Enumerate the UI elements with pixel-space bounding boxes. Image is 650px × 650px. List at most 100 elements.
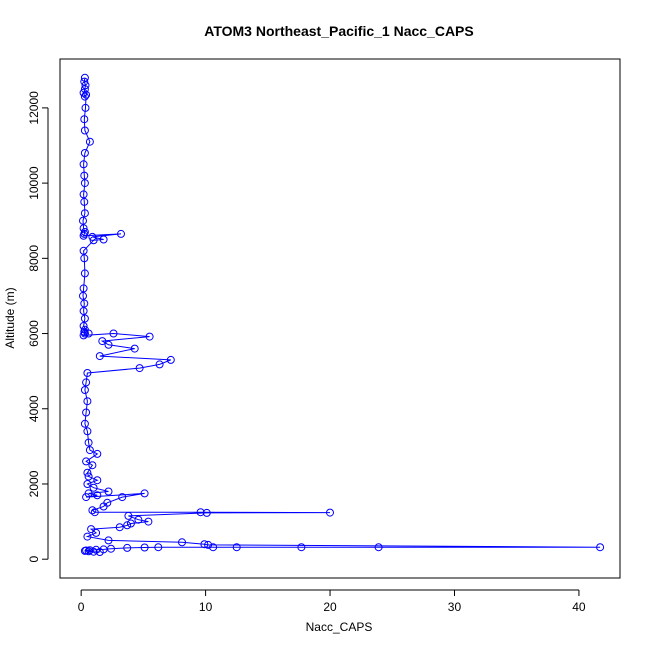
data-point <box>297 543 306 552</box>
data-point <box>83 369 92 377</box>
data-point <box>154 543 163 552</box>
y-tick-label: 8000 <box>27 245 41 272</box>
y-tick-label: 4000 <box>27 395 41 422</box>
data-point <box>82 493 91 502</box>
data-point <box>80 419 89 428</box>
data-point <box>80 314 89 323</box>
data-point <box>98 337 107 346</box>
data-point <box>104 487 113 496</box>
y-tick-label: 10000 <box>27 166 41 200</box>
data-point <box>109 329 118 338</box>
data-point <box>80 126 89 135</box>
data-point <box>82 457 91 466</box>
data-point <box>82 90 91 99</box>
data-point <box>99 235 108 244</box>
data-point <box>80 171 89 180</box>
data-point <box>200 540 209 549</box>
data-point <box>83 427 92 436</box>
data-point <box>79 307 88 315</box>
data-point <box>83 480 92 488</box>
data-point <box>95 352 104 361</box>
data-point <box>209 543 218 552</box>
data-point <box>155 360 164 369</box>
data-point <box>79 190 88 199</box>
data-point <box>83 532 92 541</box>
y-tick-label: 0 <box>27 556 41 563</box>
data-point <box>88 506 97 515</box>
data-point <box>130 344 139 353</box>
x-tick-label: 40 <box>572 600 586 614</box>
data-point <box>81 81 90 90</box>
chart-title: ATOM3 Northeast_Pacific_1 Nacc_CAPS <box>204 23 473 39</box>
y-tick-label: 6000 <box>27 320 41 347</box>
data-point <box>79 231 88 240</box>
data-point <box>80 329 89 338</box>
data-point <box>85 137 94 146</box>
data-point <box>145 332 154 341</box>
data-point <box>115 523 124 532</box>
data-point <box>93 476 102 485</box>
data-point <box>80 546 89 555</box>
data-point <box>80 386 89 394</box>
data-point <box>88 461 97 470</box>
data-point <box>204 540 213 549</box>
y-tick-label: 12000 <box>27 91 41 125</box>
data-point <box>80 73 89 82</box>
data-point <box>84 438 93 447</box>
data-point <box>79 322 88 330</box>
data-point <box>85 446 94 455</box>
data-point <box>95 548 104 556</box>
y-axis-label: Altitude (m) <box>3 287 17 348</box>
x-tick-label: 20 <box>323 600 337 614</box>
data-point <box>123 521 132 530</box>
data-point <box>80 92 89 101</box>
data-point <box>144 517 153 526</box>
data-point <box>90 508 99 517</box>
data-point <box>80 77 89 86</box>
y-axis: 0 2000 4000 6000 8000 10000 12000 <box>27 91 49 563</box>
data-point <box>140 543 149 552</box>
data-point <box>79 291 87 300</box>
data-point <box>93 449 102 458</box>
data-point <box>126 519 135 528</box>
data-point <box>89 547 98 556</box>
data-point <box>81 103 90 112</box>
data-point <box>84 472 93 481</box>
data-point <box>134 515 143 524</box>
data-point <box>79 216 87 225</box>
x-tick-label: 30 <box>448 600 462 614</box>
data-point <box>79 331 88 340</box>
data-point <box>123 543 132 552</box>
data-point <box>178 538 186 547</box>
data-point <box>80 269 89 278</box>
y-tick-label: 2000 <box>27 470 41 497</box>
data-point <box>79 160 88 169</box>
data-point <box>196 508 205 517</box>
x-axis: 0 10 20 30 40 <box>78 589 586 614</box>
data-point <box>80 197 89 206</box>
data-point <box>80 254 89 263</box>
data-point <box>104 536 113 545</box>
data-point <box>80 179 89 188</box>
data-point <box>89 236 98 245</box>
data-point <box>117 229 125 238</box>
data-point <box>80 115 89 124</box>
data-point <box>140 489 149 498</box>
data-point <box>166 355 175 364</box>
series-layer <box>79 73 605 556</box>
data-point <box>93 491 102 500</box>
data-point <box>82 408 91 417</box>
data-point <box>80 299 89 308</box>
x-tick-label: 0 <box>78 600 85 614</box>
data-point <box>99 502 108 511</box>
data-point <box>88 232 97 241</box>
data-point <box>92 528 101 537</box>
data-point <box>84 547 93 556</box>
data-point <box>80 209 89 218</box>
data-point <box>104 340 113 349</box>
data-point <box>124 511 133 520</box>
data-point <box>87 525 96 534</box>
data-point <box>82 378 91 387</box>
data-point <box>79 224 88 233</box>
data-point <box>135 364 144 373</box>
